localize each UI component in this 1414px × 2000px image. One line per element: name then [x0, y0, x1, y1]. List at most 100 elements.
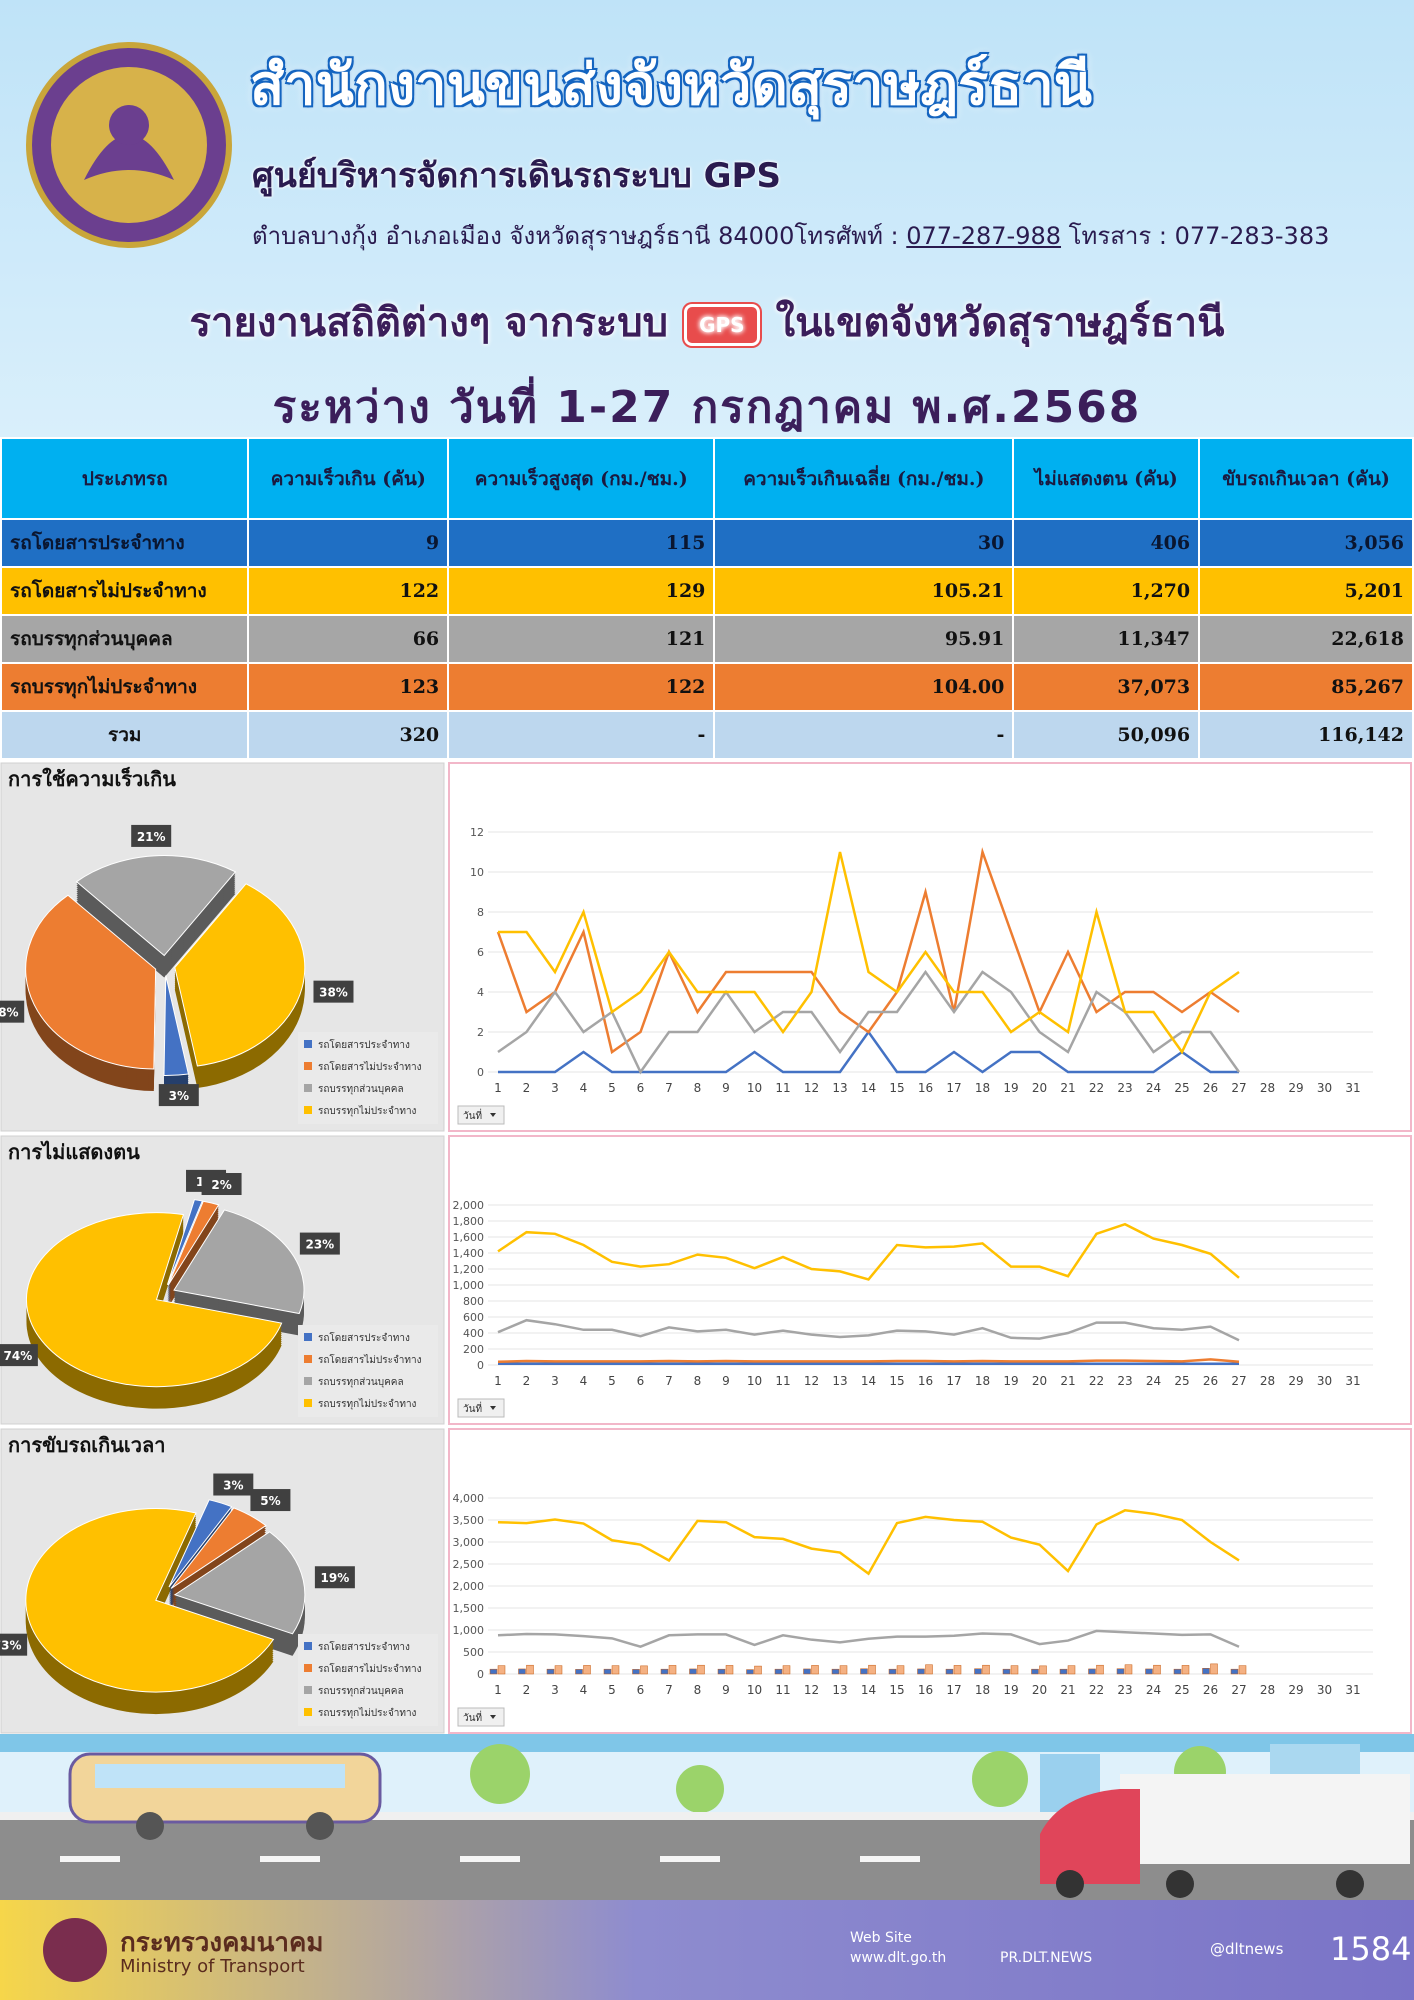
x-tick-label: 23 — [1117, 1081, 1132, 1095]
legend-label: รถโดยสารไม่ประจำทาง — [318, 1662, 422, 1675]
x-tick-label: 4 — [580, 1081, 588, 1095]
bar — [632, 1669, 640, 1675]
x-tick-label: 21 — [1060, 1081, 1075, 1095]
x-tick-label: 8 — [694, 1081, 702, 1095]
legend-swatch — [304, 1399, 312, 1407]
table-cell: รวม — [0, 710, 250, 760]
y-tick-label: 6 — [477, 946, 484, 959]
phone[interactable]: 077-287-988 — [906, 222, 1062, 250]
column-header: ประเภทรถ — [0, 437, 250, 520]
bar — [583, 1665, 591, 1675]
filter-arrow — [490, 1113, 496, 1117]
table-cell: 320 — [247, 710, 450, 760]
table-row: รวม 320- -50,096 116,142 — [0, 710, 1414, 760]
table-cell: - — [447, 710, 716, 760]
x-tick-label: 5 — [608, 1683, 616, 1697]
y-tick-label: 1,400 — [453, 1247, 485, 1260]
x-tick-label: 16 — [918, 1081, 933, 1095]
legend — [298, 1032, 438, 1124]
x-tick-label: 27 — [1231, 1374, 1246, 1388]
title: สำนักงานขนส่งจังหวัดสุราษฎร์ธานี — [250, 53, 1093, 118]
x-tick-label: 6 — [637, 1683, 645, 1697]
legend-label: รถบรรทุกไม่ประจำทาง — [318, 1707, 417, 1719]
y-tick-label: 4,000 — [453, 1492, 485, 1505]
x-tick-label: 17 — [946, 1081, 961, 1095]
data-label: 5% — [260, 1494, 280, 1508]
x-tick-label: 18 — [975, 1683, 990, 1697]
x-tick-label: 27 — [1231, 1081, 1246, 1095]
x-tick-label: 19 — [1003, 1374, 1018, 1388]
x-tick-label: 12 — [804, 1683, 819, 1697]
table-body: รถโดยสารประจำทาง 9 115 30 406 3,056 รถโดยสารไม… — [0, 518, 1414, 760]
bar — [697, 1664, 705, 1675]
x-tick-label: 20 — [1032, 1683, 1047, 1697]
data-label: 3% — [169, 1089, 189, 1103]
legend-label: รถบรรทุกไม่ประจำทาง — [318, 1398, 417, 1410]
y-tick-label: 500 — [463, 1646, 484, 1659]
filter-button[interactable] — [457, 1398, 505, 1418]
x-tick-label: 11 — [775, 1081, 790, 1095]
bar — [1096, 1664, 1104, 1675]
bar — [774, 1668, 783, 1675]
x-tick-label: 4 — [580, 1683, 588, 1697]
x-tick-label: 21 — [1060, 1374, 1075, 1388]
legend-swatch — [304, 1084, 312, 1092]
label-box — [314, 1566, 355, 1589]
x-tick-label: 29 — [1288, 1683, 1303, 1697]
x-tick-label: 14 — [861, 1081, 876, 1095]
table-cell: รถโดยสารไม่ประจำทาง — [0, 566, 250, 616]
web[interactable]: www.dlt.go.th — [850, 1950, 947, 1966]
y-tick-label: 2 — [477, 1026, 484, 1039]
bar — [489, 1668, 498, 1675]
x-tick-label: 24 — [1146, 1081, 1161, 1095]
x-tick-label: 31 — [1345, 1683, 1360, 1697]
facebook[interactable]: PR.DLT.NEWS — [1000, 1950, 1093, 1966]
bar — [1230, 1668, 1239, 1675]
x-tick-label: 18 — [975, 1081, 990, 1095]
ministry-logo — [43, 1918, 107, 1982]
x-tick-label: 30 — [1317, 1683, 1332, 1697]
x-tick-label: 5 — [608, 1374, 616, 1388]
table-cell: 5,201 — [1198, 566, 1414, 616]
table-row: รถบรรทุกไม่ประจำทาง 123 122 104.00 37,073 85,… — [0, 662, 1414, 712]
column-header: ไม่แสดงตน (คัน) — [1012, 437, 1201, 520]
filter-label: วันที่ — [463, 1108, 482, 1122]
legend-swatch — [304, 1333, 312, 1341]
x-tick-label: 7 — [665, 1374, 673, 1388]
x-tick-label: 12 — [804, 1374, 819, 1388]
legend-label: รถโดยสารไม่ประจำทาง — [318, 1353, 422, 1366]
legend-swatch — [304, 1040, 312, 1048]
address: ตำบลบางกุ้ง อำเภอเมือง จังหวัดสุราษฎร์ธา… — [252, 216, 1329, 255]
x-tick-label: 17 — [946, 1374, 961, 1388]
column-header: ขับรถเกินเวลา (คัน) — [1198, 437, 1414, 520]
y-tick-label: 0 — [477, 1359, 484, 1372]
x-tick-label: 22 — [1089, 1374, 1104, 1388]
legend — [298, 1634, 438, 1726]
x-tick-label: 10 — [747, 1374, 762, 1388]
x-tick-label: 11 — [775, 1683, 790, 1697]
bar — [518, 1668, 526, 1675]
table-cell: 95.91 — [713, 614, 1015, 664]
line-id[interactable]: @dltnews — [1210, 1940, 1284, 1958]
legend-swatch — [304, 1355, 312, 1363]
x-tick-label: 3 — [551, 1374, 559, 1388]
legend-label: รถบรรทุกส่วนบุคคล — [318, 1084, 404, 1095]
bar — [974, 1668, 982, 1675]
bar — [1173, 1668, 1182, 1675]
filter-button[interactable] — [457, 1105, 505, 1125]
bar — [1145, 1668, 1153, 1675]
y-tick-label: 3,000 — [453, 1536, 485, 1549]
bar — [860, 1668, 868, 1675]
x-tick-label: 21 — [1060, 1683, 1075, 1697]
bar — [746, 1669, 754, 1675]
filter-button[interactable] — [457, 1707, 505, 1727]
bar — [945, 1668, 954, 1675]
call-center[interactable]: 1584 — [1330, 1930, 1412, 1968]
x-tick-label: 13 — [832, 1683, 847, 1697]
charts: การใช้ความเร็วเกิน 3% 38% 21% 38% รถโดยสารประ… — [0, 762, 1412, 1734]
x-tick-label: 1 — [494, 1081, 502, 1095]
table-cell: 123 — [247, 662, 450, 712]
bar — [640, 1665, 648, 1675]
x-tick-label: 16 — [918, 1683, 933, 1697]
